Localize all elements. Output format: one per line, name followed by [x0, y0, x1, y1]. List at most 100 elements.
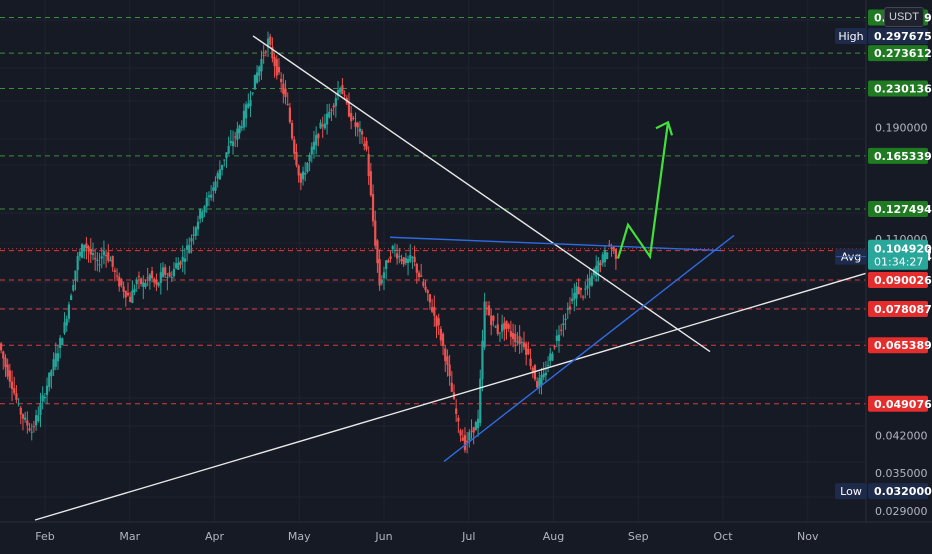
candle-body	[61, 338, 64, 346]
candle-body	[431, 307, 434, 312]
candle-body	[157, 282, 160, 286]
candle-body	[161, 267, 165, 277]
candle-body	[135, 280, 138, 285]
candle-body	[150, 270, 154, 279]
candle-body	[109, 260, 112, 262]
candle-body	[374, 220, 377, 246]
candle-body	[255, 72, 259, 83]
candle-body	[426, 290, 429, 294]
candle-body	[505, 320, 508, 329]
candle-body	[142, 282, 145, 287]
candle-body	[115, 275, 119, 277]
candle-body	[15, 393, 18, 400]
candle-body	[450, 382, 453, 392]
candle-body	[343, 94, 346, 96]
candle-body	[470, 430, 473, 432]
candle-body	[328, 111, 331, 118]
support-label: 0.049076	[874, 398, 932, 411]
candle-body	[555, 335, 558, 341]
last-price-value: 0.104920	[874, 243, 932, 256]
trendline-blue	[443, 234, 735, 462]
candle-body	[323, 123, 327, 129]
candle-body	[518, 336, 521, 345]
candle-body	[409, 255, 412, 262]
candle-body	[212, 187, 215, 191]
candle-body	[472, 427, 475, 433]
candle-body	[181, 256, 184, 262]
candle-body	[358, 128, 362, 132]
candle-body	[120, 279, 123, 286]
candle-body	[17, 403, 20, 405]
candle-body	[129, 296, 132, 302]
x-tick-label: May	[288, 530, 311, 543]
candle-body	[231, 141, 235, 147]
candle-body	[603, 250, 607, 263]
candle-body	[557, 334, 561, 342]
candle-body	[301, 171, 305, 180]
candle-body	[227, 145, 230, 154]
currency-badge[interactable]: USDT	[884, 7, 924, 27]
candle-body	[238, 125, 241, 134]
candle-body	[369, 171, 372, 196]
candle-body	[468, 432, 471, 441]
candle-body	[59, 337, 62, 348]
candle-body	[400, 259, 403, 262]
candle-body	[568, 306, 572, 310]
candle-body	[487, 305, 491, 316]
high-tag-bg	[835, 27, 867, 44]
candle-body	[586, 285, 589, 289]
candle-body	[225, 152, 228, 159]
candle-body	[87, 246, 90, 252]
candle-body	[310, 146, 313, 155]
x-tick-label: Sep	[628, 530, 649, 543]
candle-body	[352, 117, 355, 119]
candle-body	[100, 256, 103, 259]
candle-body	[393, 250, 397, 252]
candle-body	[249, 99, 252, 107]
candle-body	[30, 431, 33, 433]
candle-body	[455, 408, 458, 414]
candle-body	[536, 381, 539, 388]
candle-body	[577, 286, 580, 295]
high-value-bg	[868, 27, 928, 44]
candle-body	[376, 240, 379, 264]
candle-body	[542, 373, 545, 378]
candle-body	[19, 407, 22, 415]
candle-body	[511, 332, 515, 339]
candle-body	[490, 315, 493, 326]
candle-body	[273, 57, 276, 67]
candle-body	[514, 333, 517, 343]
support-label: 0.090026	[874, 274, 932, 287]
resistance-label: 0.230136	[874, 82, 932, 95]
candle-body	[24, 417, 27, 420]
candle-body	[422, 281, 425, 286]
x-tick-label: Nov	[797, 530, 819, 543]
candle-body	[28, 428, 31, 431]
candle-body	[509, 331, 512, 337]
candle-body	[367, 153, 370, 177]
candle-body	[544, 372, 547, 376]
candle-body	[380, 280, 383, 284]
high-tag: High	[838, 30, 863, 43]
candle-body	[205, 197, 208, 207]
x-tick-label: Feb	[35, 530, 54, 543]
support-label: 0.065389	[874, 339, 932, 352]
last-price-countdown: 01:34:27	[874, 256, 923, 269]
candle-body	[325, 113, 329, 125]
candle-body	[170, 276, 173, 279]
candle-body	[48, 372, 51, 387]
candle-body	[356, 122, 359, 128]
candle-body	[148, 274, 151, 281]
candle-body	[415, 264, 418, 273]
candle-body	[614, 249, 618, 259]
candle-body	[96, 259, 99, 261]
candle-body	[444, 348, 447, 362]
candle-body	[98, 264, 101, 266]
candle-body	[566, 308, 569, 310]
candle-body	[39, 403, 42, 415]
candle-body	[336, 90, 340, 96]
candle-body	[494, 326, 497, 328]
candle-body	[612, 246, 615, 250]
